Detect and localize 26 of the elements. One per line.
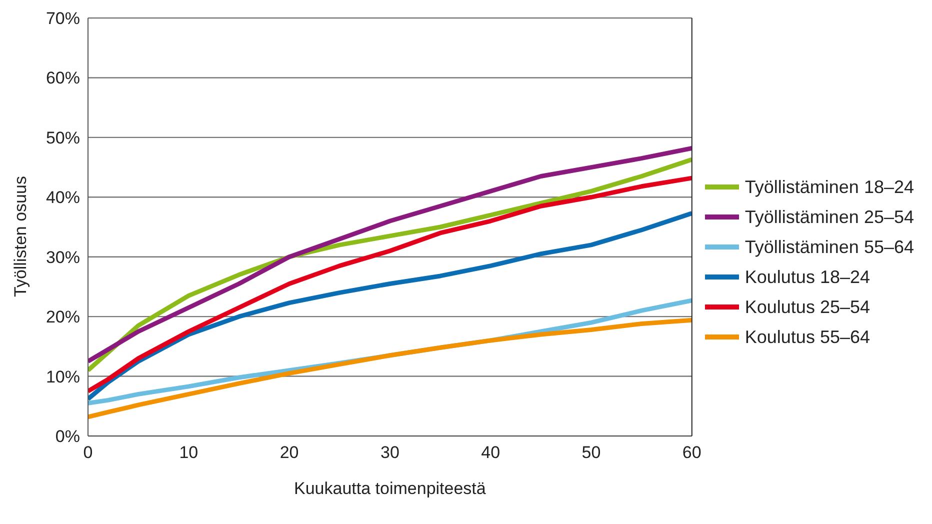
y-tick-label: 10% [46,367,80,386]
y-axis-title: Työllisten osuus [11,176,30,297]
y-tick-label: 30% [46,248,80,267]
y-tick-label: 0% [55,427,80,446]
x-tick-label: 40 [481,443,500,462]
line-series [88,318,692,420]
y-tick-label: 70% [46,9,80,28]
x-tick-label: 0 [83,443,93,462]
x-tick-label: 20 [280,443,299,462]
y-tick-label: 20% [46,308,80,327]
x-tick-label: 10 [179,443,198,462]
x-axis-title: Kuukautta toimenpiteestä [294,479,486,498]
y-tick-label: 50% [46,128,80,148]
x-tick-label: 50 [582,443,601,462]
x-tick-label: 30 [380,443,400,462]
legend-label: Työllistäminen 18–24 [744,176,914,198]
legend-label: Työllistäminen 25–54 [744,206,914,228]
legend-label: Koulutus 55–64 [744,326,870,348]
x-tick-label: 60 [682,443,702,462]
legend-label: Työllistäminen 55–64 [744,236,914,258]
legend-label: Koulutus 18–24 [744,266,870,288]
line-series [88,211,692,402]
legend-label: Koulutus 25–54 [744,296,870,318]
y-tick-label: 60% [46,68,80,88]
y-tick-label: 40% [46,188,80,208]
line-series [88,176,692,394]
